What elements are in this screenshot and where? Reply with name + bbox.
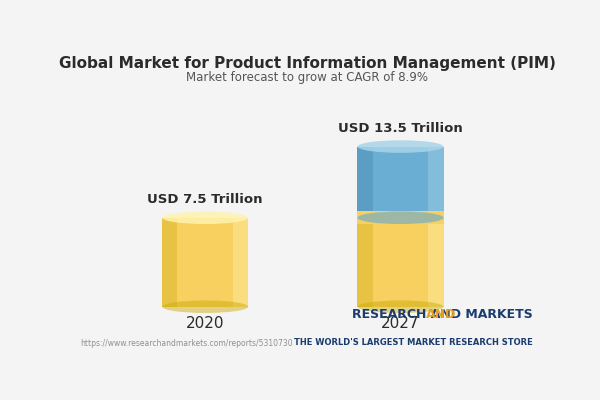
Ellipse shape bbox=[358, 212, 443, 224]
Ellipse shape bbox=[162, 212, 248, 224]
Text: 2020: 2020 bbox=[186, 316, 224, 331]
Polygon shape bbox=[358, 218, 373, 307]
Polygon shape bbox=[428, 218, 443, 307]
Ellipse shape bbox=[358, 212, 443, 224]
Text: USD 7.5 Trillion: USD 7.5 Trillion bbox=[148, 193, 263, 206]
Text: Market forecast to grow at CAGR of 8.9%: Market forecast to grow at CAGR of 8.9% bbox=[187, 71, 428, 84]
Ellipse shape bbox=[358, 212, 443, 224]
Polygon shape bbox=[358, 218, 443, 307]
Text: Global Market for Product Information Management (PIM): Global Market for Product Information Ma… bbox=[59, 56, 556, 71]
Text: USD 13.5 Trillion: USD 13.5 Trillion bbox=[338, 122, 463, 135]
Polygon shape bbox=[358, 146, 443, 218]
Ellipse shape bbox=[358, 140, 443, 153]
Polygon shape bbox=[358, 146, 373, 218]
Ellipse shape bbox=[358, 300, 443, 313]
Text: RESEARCH AND MARKETS: RESEARCH AND MARKETS bbox=[352, 308, 533, 320]
Polygon shape bbox=[428, 146, 443, 218]
Ellipse shape bbox=[358, 212, 443, 224]
Text: AND: AND bbox=[425, 308, 456, 320]
Polygon shape bbox=[162, 218, 177, 307]
Polygon shape bbox=[162, 218, 248, 307]
Polygon shape bbox=[358, 212, 443, 224]
Text: THE WORLD'S LARGEST MARKET RESEARCH STORE: THE WORLD'S LARGEST MARKET RESEARCH STOR… bbox=[294, 338, 533, 347]
Polygon shape bbox=[233, 218, 248, 307]
Text: https://www.researchandmarkets.com/reports/5310730: https://www.researchandmarkets.com/repor… bbox=[80, 339, 293, 348]
Ellipse shape bbox=[162, 300, 248, 313]
Text: 2027: 2027 bbox=[381, 316, 420, 331]
